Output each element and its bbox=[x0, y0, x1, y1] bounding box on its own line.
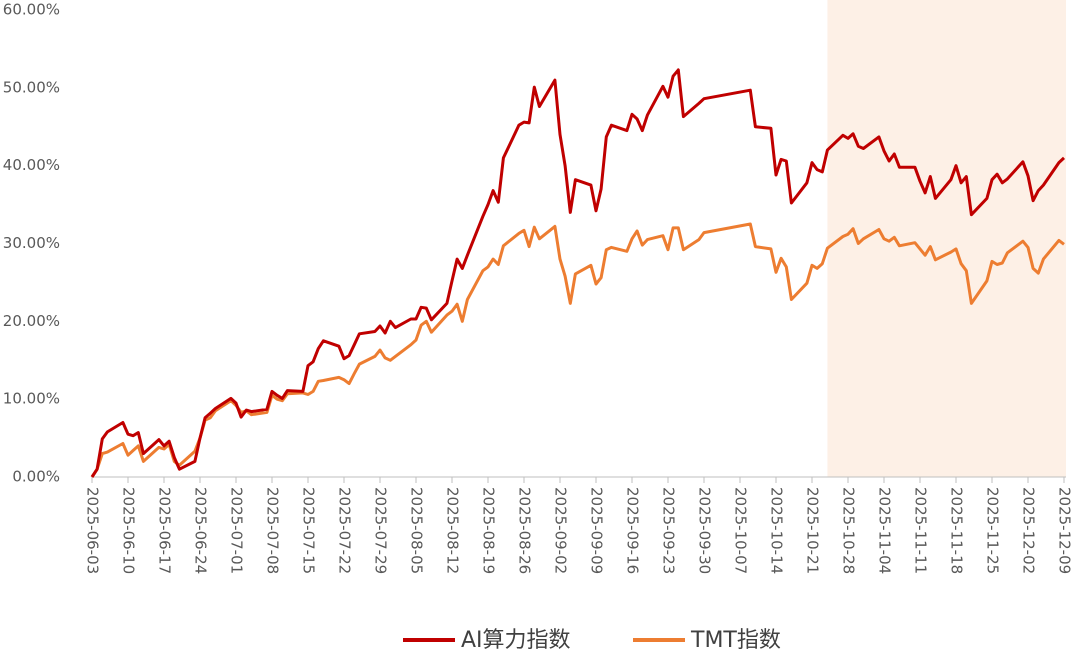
x-tick-label: 2025-06-17 bbox=[156, 487, 174, 574]
y-tick-label: 60.00% bbox=[3, 1, 60, 19]
x-tick-label: 2025-11-25 bbox=[984, 487, 1002, 574]
x-tick-label: 2025-12-09 bbox=[1056, 487, 1074, 574]
x-tick-label: 2025-08-26 bbox=[516, 487, 534, 574]
x-tick-label: 2025-07-15 bbox=[300, 487, 318, 574]
x-tick-label: 2025-12-02 bbox=[1020, 487, 1038, 574]
x-tick-label: 2025-09-09 bbox=[588, 487, 606, 574]
x-tick-label: 2025-10-21 bbox=[804, 487, 822, 574]
x-tick-label: 2025-11-11 bbox=[912, 487, 930, 574]
x-tick-label: 2025-10-07 bbox=[732, 487, 750, 574]
x-tick-label: 2025-08-12 bbox=[444, 487, 462, 574]
highlight-band bbox=[827, 0, 1066, 477]
x-tick-label: 2025-06-10 bbox=[120, 487, 138, 574]
x-tick-label: 2025-10-28 bbox=[840, 487, 858, 574]
legend-label: TMT指数 bbox=[690, 628, 781, 653]
x-tick-label: 2025-11-04 bbox=[876, 487, 894, 574]
y-tick-label: 40.00% bbox=[3, 156, 60, 174]
x-tick-label: 2025-08-05 bbox=[408, 487, 426, 574]
legend-label: AI算力指数 bbox=[461, 628, 571, 653]
y-tick-label: 10.00% bbox=[3, 390, 60, 408]
x-tick-label: 2025-09-30 bbox=[696, 487, 714, 574]
x-tick-label: 2025-07-22 bbox=[336, 487, 354, 574]
x-tick-label: 2025-09-02 bbox=[552, 487, 570, 574]
y-tick-label: 30.00% bbox=[3, 234, 60, 252]
x-tick-label: 2025-07-08 bbox=[264, 487, 282, 574]
x-tick-label: 2025-06-24 bbox=[192, 487, 210, 574]
series-line bbox=[90, 68, 1066, 478]
x-tick-label: 2025-11-18 bbox=[948, 487, 966, 574]
x-tick-label: 2025-08-19 bbox=[480, 487, 498, 574]
x-tick-label: 2025-09-16 bbox=[624, 487, 642, 574]
y-tick-label: 20.00% bbox=[3, 312, 60, 330]
x-tick-label: 2025-06-03 bbox=[84, 487, 102, 574]
x-tick-label: 2025-07-01 bbox=[228, 487, 246, 574]
y-tick-label: 50.00% bbox=[3, 78, 60, 96]
y-tick-label: 0.00% bbox=[12, 468, 60, 486]
x-tick-label: 2025-10-14 bbox=[768, 487, 786, 574]
x-tick-label: 2025-09-23 bbox=[660, 487, 678, 574]
x-tick-label: 2025-07-29 bbox=[372, 487, 390, 574]
